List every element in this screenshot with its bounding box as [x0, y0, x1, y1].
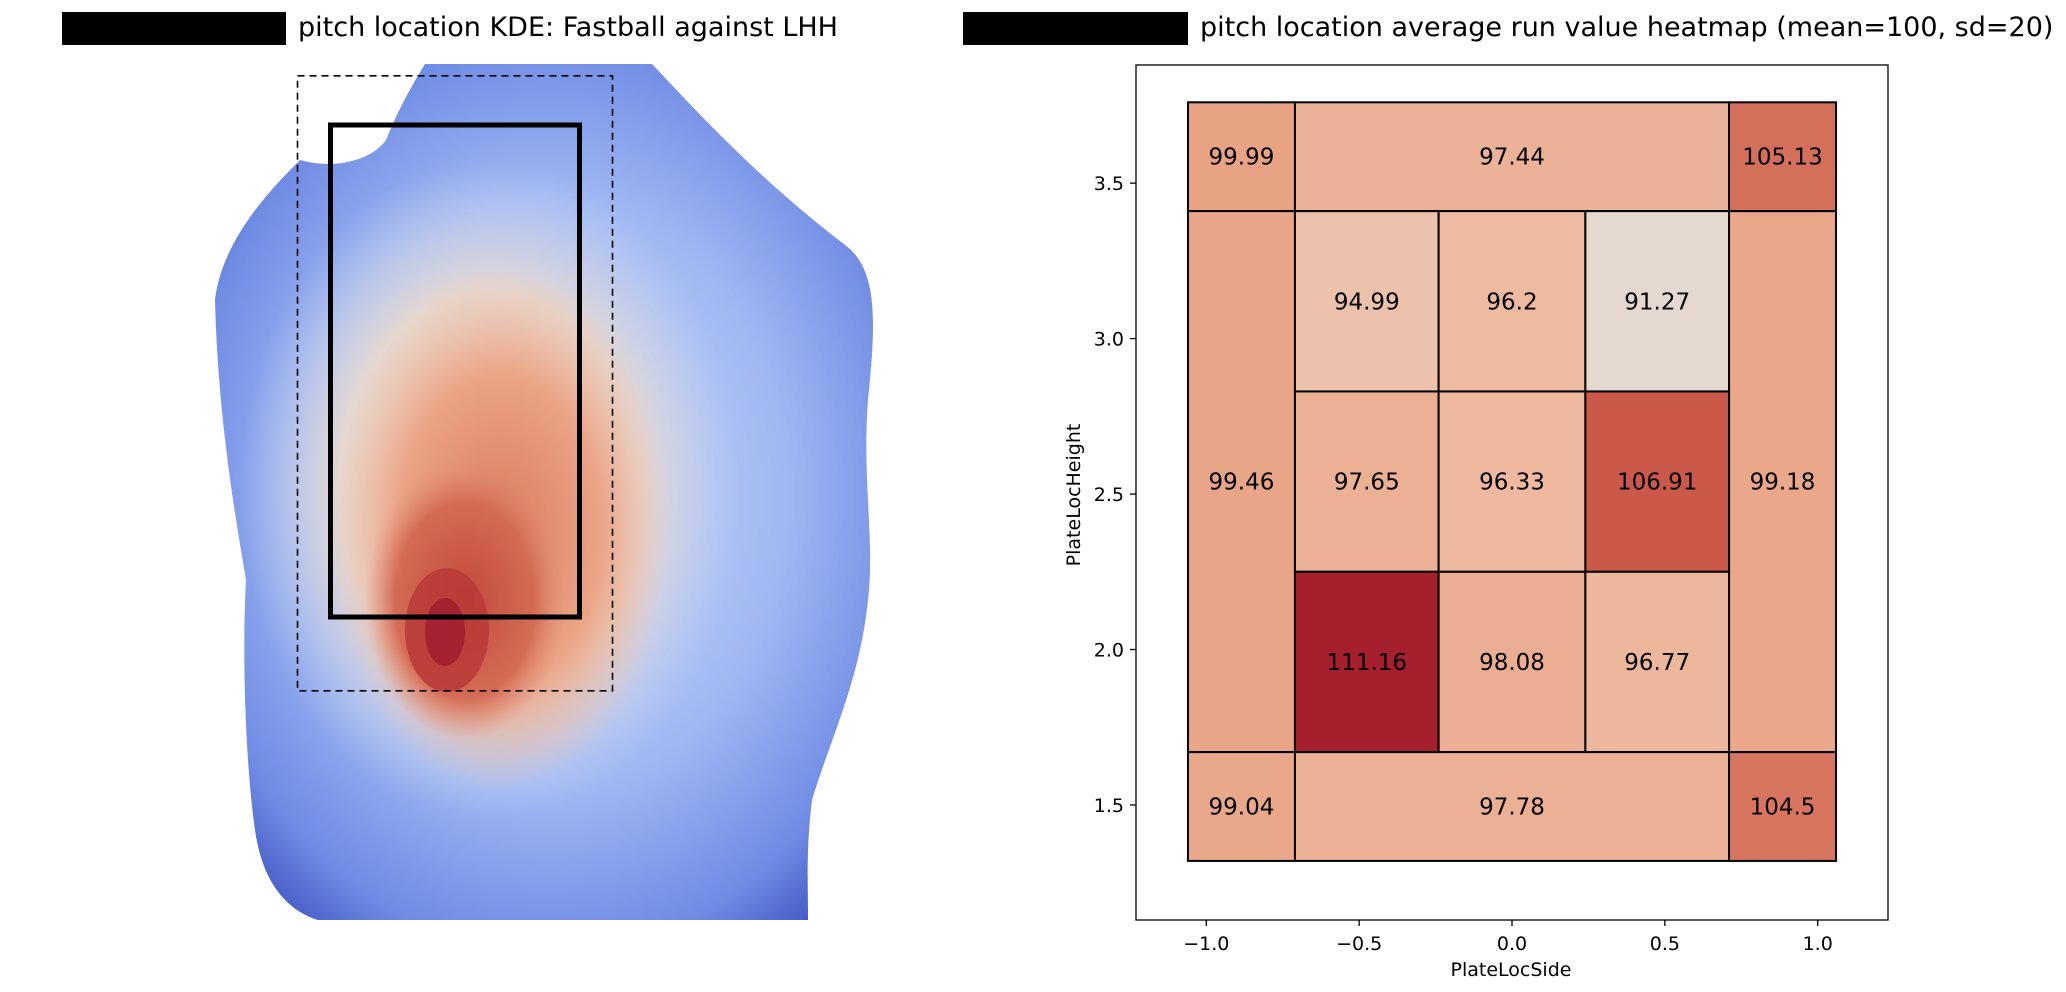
heatmap-cell-label: 96.33 — [1479, 470, 1545, 496]
heatmap-cell — [1293, 570, 1440, 754]
heatmap-cell — [1437, 390, 1587, 573]
heatmap-cell-label: 96.2 — [1486, 289, 1537, 315]
x-tick-label: 0.0 — [1497, 933, 1527, 955]
x-axis-ticks: −1.0 −0.5 0.0 0.5 1.0 — [1183, 920, 1833, 955]
heatmap-cell-label: 97.44 — [1479, 145, 1545, 171]
y-axis-ticks: 1.5 2.0 2.5 3.0 3.5 — [1094, 173, 1136, 817]
y-tick-label: 2.0 — [1094, 640, 1124, 662]
heatmap-cell — [1437, 570, 1587, 754]
kde-title: pitch location KDE: Fastball against LHH — [298, 12, 838, 43]
title-redaction-block — [963, 12, 1188, 45]
heatmap-cell-label: 96.77 — [1624, 650, 1690, 676]
kde-shadow-zone — [296, 75, 614, 692]
heatmap-panel: pitch location average run value heatmap… — [963, 12, 2053, 981]
heatmap-cell — [1584, 210, 1731, 393]
kde-panel: pitch location KDE: Fastball against LHH — [62, 12, 874, 920]
heatmap-cell — [1293, 751, 1731, 862]
kde-density-region — [215, 64, 874, 920]
heatmap-cell-label: 99.46 — [1209, 470, 1275, 496]
x-tick-label: −0.5 — [1336, 933, 1382, 955]
heatmap-cell-label: 94.99 — [1334, 289, 1400, 315]
x-tick-label: −1.0 — [1183, 933, 1229, 955]
kde-strike-zone — [328, 122, 582, 620]
heatmap-cell-label: 106.91 — [1617, 470, 1697, 496]
heatmap-cell — [1293, 101, 1731, 213]
heatmap-cell-label: 99.04 — [1209, 795, 1275, 821]
heatmap-cell-label: 105.13 — [1742, 145, 1822, 171]
kde-density-core — [425, 598, 465, 666]
heatmap-cells — [1186, 101, 1838, 862]
heatmap-cell-labels: 99.99 97.44 105.13 99.46 99.18 94.99 96.2 91.27… — [1209, 145, 1823, 821]
heatmap-cell — [1186, 101, 1296, 213]
y-tick-label: 2.5 — [1094, 484, 1124, 506]
heatmap-cell-label: 91.27 — [1624, 289, 1690, 315]
heatmap-cell — [1293, 210, 1440, 393]
heatmap-cell — [1437, 210, 1587, 393]
heatmap-cell-label: 98.08 — [1479, 650, 1545, 676]
heatmap-title: pitch location average run value heatmap… — [1200, 12, 2053, 43]
heatmap-cell-label: 99.99 — [1209, 145, 1275, 171]
title-redaction-block — [62, 12, 286, 45]
heatmap-cell-label: 97.78 — [1479, 795, 1545, 821]
x-tick-label: 1.0 — [1803, 933, 1833, 955]
heatmap-cell-label: 111.16 — [1327, 650, 1407, 676]
heatmap-cell — [1728, 751, 1838, 862]
heatmap-cell — [1584, 390, 1731, 573]
y-axis-label: PlateLocHeight — [1063, 424, 1085, 567]
heatmap-cell — [1186, 751, 1296, 862]
x-axis-label: PlateLocSide — [1451, 959, 1572, 981]
y-tick-label: 3.0 — [1094, 329, 1124, 351]
heatmap-cell — [1728, 210, 1838, 754]
y-tick-label: 1.5 — [1094, 795, 1124, 817]
heatmap-cell-label: 104.5 — [1750, 795, 1816, 821]
y-tick-label: 3.5 — [1094, 173, 1124, 195]
heatmap-cell-label: 97.65 — [1334, 470, 1400, 496]
x-tick-label: 0.5 — [1650, 933, 1680, 955]
heatmap-cell-label: 99.18 — [1750, 470, 1816, 496]
heatmap-cell — [1584, 570, 1731, 754]
